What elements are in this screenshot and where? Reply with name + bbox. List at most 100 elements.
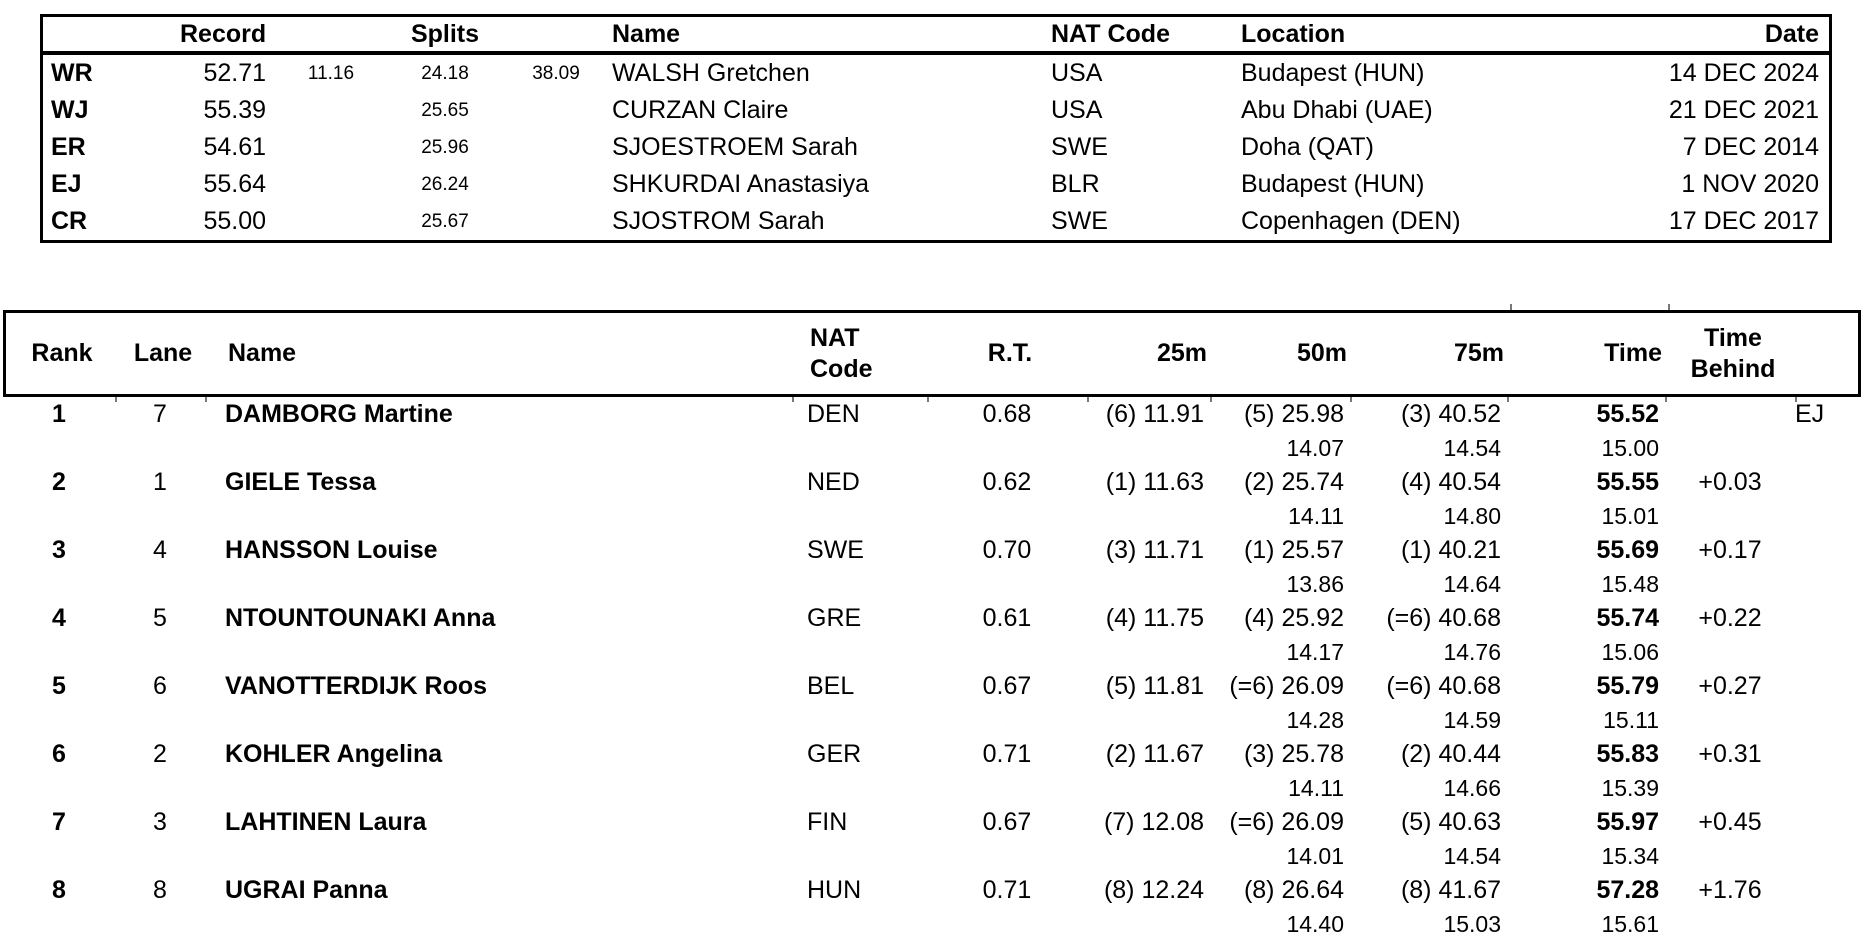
results-header-row: Rank Lane Name NAT Code R.T. 25m 50m 75m…	[3, 310, 1861, 397]
record-nat: BLR	[1051, 170, 1100, 198]
nat-code: GRE	[807, 603, 862, 632]
split-50m: (8) 26.64	[1243, 875, 1344, 904]
rank: 5	[52, 671, 66, 700]
results-header-rt: R.T.	[987, 339, 1033, 368]
record-row-wj: WJ 55.39 25.65 CURZAN Claire USA Abu Dha…	[43, 92, 1829, 129]
rank: 4	[52, 603, 66, 632]
record-date: 21 DEC 2021	[1668, 96, 1819, 124]
final-time: 55.74	[1596, 603, 1659, 632]
last-lap: 15.11	[1603, 706, 1659, 733]
result-row: 1 7 DAMBORG Martine DEN 0.68 (6) 11.91 (…	[3, 397, 1861, 465]
reaction-time: 0.62	[982, 467, 1032, 496]
nat-code: HUN	[807, 875, 862, 904]
time-behind: +0.27	[1698, 671, 1762, 700]
records-header-nat-code: NAT Code	[1051, 19, 1170, 48]
record-note: EJ	[1795, 399, 1825, 428]
split-75m-lap: 14.76	[1443, 638, 1501, 665]
swimmer-name: UGRAI Panna	[225, 875, 388, 904]
last-lap: 15.34	[1601, 842, 1659, 869]
split-50m-lap: 13.86	[1286, 570, 1344, 597]
records-header-row: Record Splits Name NAT Code Location Dat…	[43, 17, 1829, 55]
record-holder: SJOSTROM Sarah	[612, 207, 825, 235]
split-75m: (2) 40.44	[1400, 739, 1501, 768]
reaction-time: 0.67	[982, 671, 1032, 700]
final-time: 55.55	[1596, 467, 1659, 496]
swimmer-name: NTOUNTOUNAKI Anna	[225, 603, 496, 632]
time-behind: +0.22	[1698, 603, 1762, 632]
split-75m-lap: 14.66	[1443, 774, 1501, 801]
results-header-50m: 50m	[1296, 339, 1347, 368]
split-50m-lap: 14.17	[1286, 638, 1344, 665]
final-time: 55.97	[1596, 807, 1659, 836]
record-holder: WALSH Gretchen	[612, 59, 810, 87]
split-50m-lap: 14.07	[1286, 434, 1344, 461]
split-25m: (6) 11.91	[1105, 399, 1204, 428]
record-location: Doha (QAT)	[1241, 133, 1374, 161]
record-location: Abu Dhabi (UAE)	[1241, 96, 1433, 124]
record-time: 55.64	[203, 170, 266, 198]
nat-code: BEL	[807, 671, 855, 700]
record-nat: SWE	[1051, 207, 1108, 235]
swimmer-name: VANOTTERDIJK Roos	[225, 671, 488, 700]
final-time: 57.28	[1596, 875, 1659, 904]
results-header-75m: 75m	[1453, 339, 1504, 368]
record-date: 1 NOV 2020	[1681, 170, 1819, 198]
record-time: 55.39	[203, 96, 266, 124]
split-75m: (4) 40.54	[1400, 467, 1501, 496]
swimmer-name: DAMBORG Martine	[225, 399, 453, 428]
results-table: 1 7 DAMBORG Martine DEN 0.68 (6) 11.91 (…	[3, 397, 1861, 942]
split-75m-lap: 14.59	[1443, 706, 1501, 733]
record-split-3: 38.09	[532, 62, 580, 84]
record-split-2: 26.24	[421, 173, 469, 195]
split-75m-lap: 14.64	[1443, 570, 1501, 597]
split-50m: (=6) 26.09	[1229, 671, 1344, 700]
split-25m: (4) 11.75	[1105, 603, 1204, 632]
rank: 7	[52, 807, 66, 836]
lane: 6	[153, 671, 167, 700]
split-50m: (3) 25.78	[1243, 739, 1344, 768]
split-75m-lap: 14.80	[1443, 502, 1501, 529]
results-header-time-behind: Time Behind	[1690, 324, 1776, 383]
record-holder: CURZAN Claire	[612, 96, 789, 124]
record-code: WJ	[51, 96, 89, 124]
swimmer-name: HANSSON Louise	[225, 535, 438, 564]
split-50m: (=6) 26.09	[1229, 807, 1344, 836]
split-50m: (1) 25.57	[1243, 535, 1344, 564]
result-row: 7 3 LAHTINEN Laura FIN 0.67 (7) 12.08 (=…	[3, 805, 1861, 873]
lane: 5	[153, 603, 167, 632]
result-row: 8 8 UGRAI Panna HUN 0.71 (8) 12.24 (8) 2…	[3, 873, 1861, 941]
reaction-time: 0.71	[982, 875, 1032, 904]
last-lap: 15.48	[1601, 570, 1659, 597]
results-header-time: Time	[1604, 339, 1662, 368]
lane: 1	[153, 467, 167, 496]
final-time: 55.52	[1596, 399, 1659, 428]
divider-tick	[1510, 304, 1512, 310]
split-25m: (2) 11.67	[1105, 739, 1204, 768]
split-25m: (1) 11.63	[1105, 467, 1204, 496]
record-code: WR	[51, 59, 93, 87]
rank: 1	[52, 399, 66, 428]
record-split-2: 25.96	[421, 136, 469, 158]
final-time: 55.83	[1596, 739, 1659, 768]
split-75m: (8) 41.67	[1400, 875, 1501, 904]
split-50m: (4) 25.92	[1243, 603, 1344, 632]
records-header-record: Record	[180, 19, 267, 48]
last-lap: 15.39	[1601, 774, 1659, 801]
record-nat: SWE	[1051, 133, 1108, 161]
records-table: Record Splits Name NAT Code Location Dat…	[40, 14, 1832, 243]
swimmer-name: GIELE Tessa	[225, 467, 376, 496]
results-header-lane: Lane	[133, 339, 193, 368]
split-75m: (3) 40.52	[1400, 399, 1501, 428]
records-header-location: Location	[1241, 19, 1346, 48]
record-row-wr: WR 52.71 11.16 24.18 38.09 WALSH Gretche…	[43, 55, 1829, 92]
record-holder: SJOESTROEM Sarah	[612, 133, 858, 161]
records-header-date: Date	[1764, 19, 1819, 48]
record-row-cr: CR 55.00 25.67 SJOSTROM Sarah SWE Copenh…	[43, 203, 1829, 240]
last-lap: 15.06	[1601, 638, 1659, 665]
reaction-time: 0.70	[982, 535, 1032, 564]
rank: 8	[52, 875, 66, 904]
nat-code: FIN	[807, 807, 848, 836]
swimmer-name: KOHLER Angelina	[225, 739, 443, 768]
rank: 3	[52, 535, 66, 564]
records-header-name: Name	[612, 19, 681, 48]
